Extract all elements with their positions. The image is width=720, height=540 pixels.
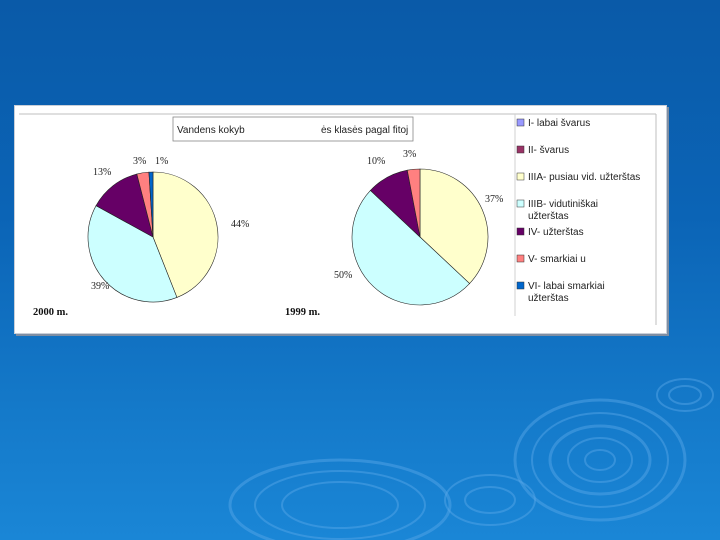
pies-group: 44% 39% 13% 3% 1% 2000 m. 37% 50% 10% 3% 1999 m.: [33, 149, 503, 318]
pie-chart: Vandens kokyb ės klasės pagal fitoj 44% 3…: [19, 113, 657, 325]
data-label-1-5: 13%: [93, 167, 111, 178]
legend-swatch-4: [516, 199, 525, 208]
legend-swatch-5: [516, 227, 525, 236]
pie-slice-2-3: [419, 168, 489, 284]
data-label-2-3: 37%: [485, 194, 503, 205]
chart-title-right: ės klasės pagal fitoj: [321, 125, 408, 136]
pie-title-2: 1999 m.: [285, 307, 320, 318]
legend: I- labai švarus II- švarus IIIA- pusiau vi…: [514, 114, 640, 316]
data-label-2-6: 3%: [403, 149, 416, 160]
legend-swatch-7: [516, 281, 525, 290]
pie-slice-1-7: [148, 171, 154, 238]
legend-label-3: IIIA- pusiau vid. užterštas: [528, 172, 640, 183]
title-box: [172, 116, 414, 142]
legend-swatch-6: [516, 254, 525, 263]
data-label-1-7: 1%: [155, 156, 168, 167]
legend-label-4-line2: užterštas: [528, 211, 569, 222]
legend-swatch-1: [516, 118, 525, 127]
legend-label-2: II- švarus: [528, 145, 569, 156]
pie-title-1: 2000 m.: [33, 307, 68, 318]
pie-slice-2-4: [351, 190, 470, 306]
legend-label-6: V- smarkiai u: [528, 254, 586, 265]
pie-slice-1-3: [152, 171, 219, 298]
data-label-1-4: 39%: [91, 281, 109, 292]
legend-label-5: IV- užterštas: [528, 227, 584, 238]
pie-slice-2-6: [406, 168, 421, 238]
legend-swatch-2: [516, 145, 525, 154]
legend-label-7-line2: užterštas: [528, 293, 569, 304]
data-label-2-5: 10%: [367, 156, 385, 167]
pie-slice-1-4: [87, 205, 178, 303]
legend-label-1: I- labai švarus: [528, 118, 590, 129]
legend-label-4: IIIB- vidutiniškai: [528, 199, 598, 210]
chart-panel: Vandens kokyb ės klasės pagal fitoj 44% 3…: [14, 105, 667, 334]
legend-label-7: VI- labai smarkiai: [528, 281, 605, 292]
legend-swatch-3: [516, 172, 525, 181]
data-label-2-4: 50%: [334, 270, 352, 281]
data-label-1-6: 3%: [133, 156, 146, 167]
data-label-1-3: 44%: [231, 219, 249, 230]
chart-title-left: Vandens kokyb: [177, 125, 245, 136]
